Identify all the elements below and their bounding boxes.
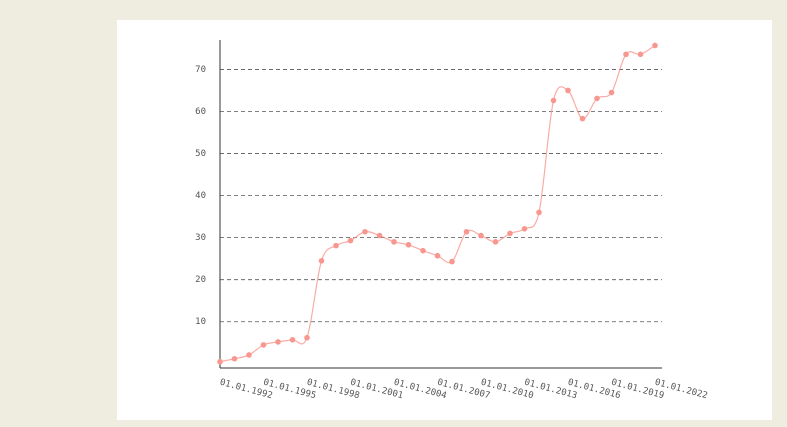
point	[289, 337, 296, 343]
point	[362, 228, 368, 235]
point	[420, 247, 426, 254]
point	[275, 339, 281, 345]
y-tick-label: 10	[195, 317, 206, 327]
point	[347, 237, 354, 244]
point	[637, 51, 644, 58]
point	[579, 115, 586, 122]
y-tick-label: 60	[195, 107, 206, 117]
point	[231, 355, 238, 362]
point	[391, 239, 397, 245]
point	[260, 342, 267, 348]
point	[463, 228, 470, 235]
point	[333, 242, 339, 249]
point	[434, 252, 441, 259]
y-tick-label: 70	[195, 65, 206, 75]
point	[492, 239, 499, 245]
point	[565, 87, 571, 94]
point	[521, 226, 528, 232]
point	[449, 258, 455, 265]
point	[507, 230, 513, 237]
y-tick-label: 50	[195, 149, 206, 159]
y-tick-label: 30	[195, 233, 206, 243]
point	[405, 241, 412, 248]
point	[594, 95, 600, 102]
point	[608, 89, 615, 96]
point	[318, 257, 325, 264]
y-tick-label: 40	[195, 191, 206, 201]
chart-panel	[117, 20, 772, 420]
point	[478, 232, 484, 239]
point	[246, 352, 252, 358]
point	[217, 358, 223, 365]
point	[536, 209, 542, 216]
point	[304, 334, 310, 341]
point	[623, 51, 629, 58]
point	[550, 97, 557, 104]
point	[376, 232, 383, 239]
point	[652, 42, 658, 49]
y-tick-label: 20	[195, 275, 206, 285]
